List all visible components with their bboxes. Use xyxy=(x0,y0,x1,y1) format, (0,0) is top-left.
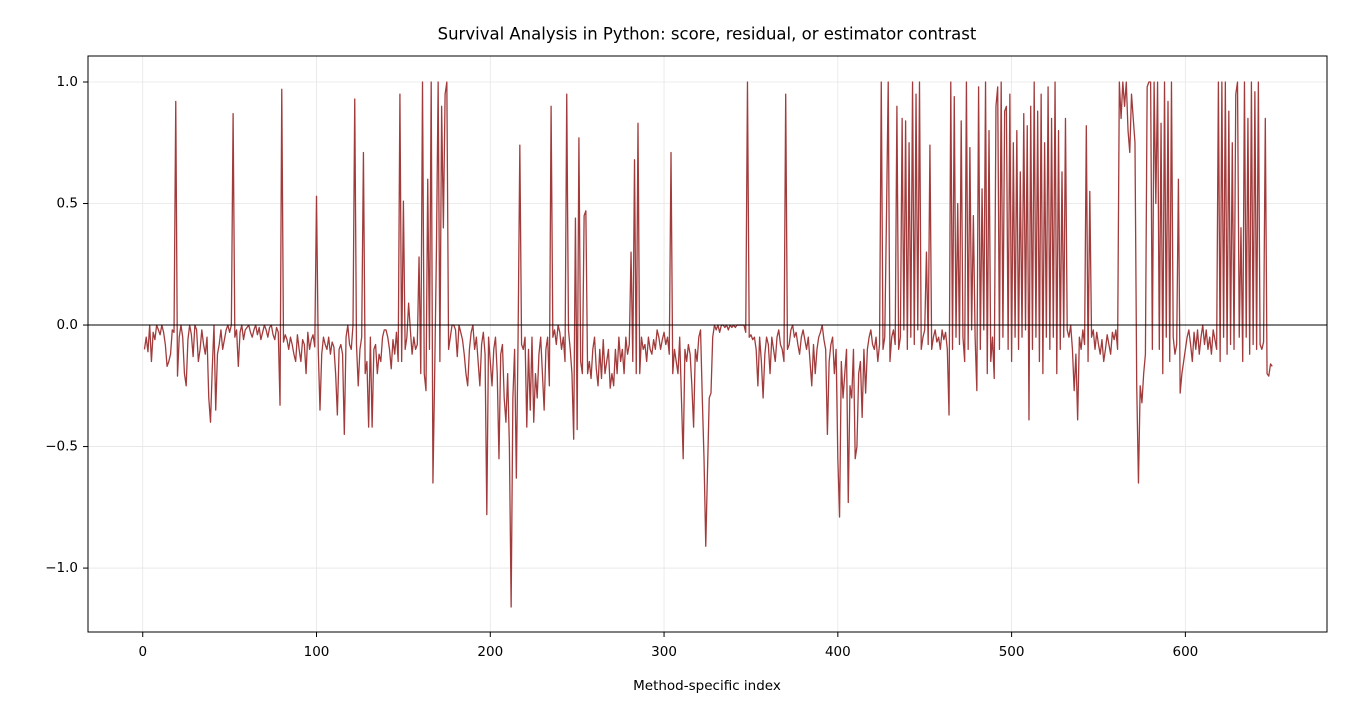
y-tick-label: −0.5 xyxy=(45,439,78,455)
x-tick-label: 400 xyxy=(825,644,851,660)
y-tick-label: 0.5 xyxy=(57,196,78,212)
axes-frame xyxy=(87,55,1328,633)
x-tick-label: 0 xyxy=(138,644,147,660)
x-tick-label: 600 xyxy=(1172,644,1198,660)
data-line xyxy=(143,81,1273,608)
grid xyxy=(88,56,1327,632)
ticks: 0 100 200 300 400 500 600 −1.0 −0.5 0.0 0.5 1.0 xyxy=(45,74,1198,660)
plot-area xyxy=(88,81,1327,608)
y-tick-label: −1.0 xyxy=(45,560,78,576)
y-tick-label: 1.0 xyxy=(57,74,78,90)
chart-title: Survival Analysis in Python: score, resi… xyxy=(438,25,977,44)
x-tick-label: 200 xyxy=(477,644,503,660)
x-tick-label: 300 xyxy=(651,644,677,660)
x-tick-label: 500 xyxy=(999,644,1025,660)
x-tick-label: 100 xyxy=(304,644,330,660)
y-tick-label: 0.0 xyxy=(57,317,78,333)
x-axis-label: Method-specific index xyxy=(633,678,781,694)
